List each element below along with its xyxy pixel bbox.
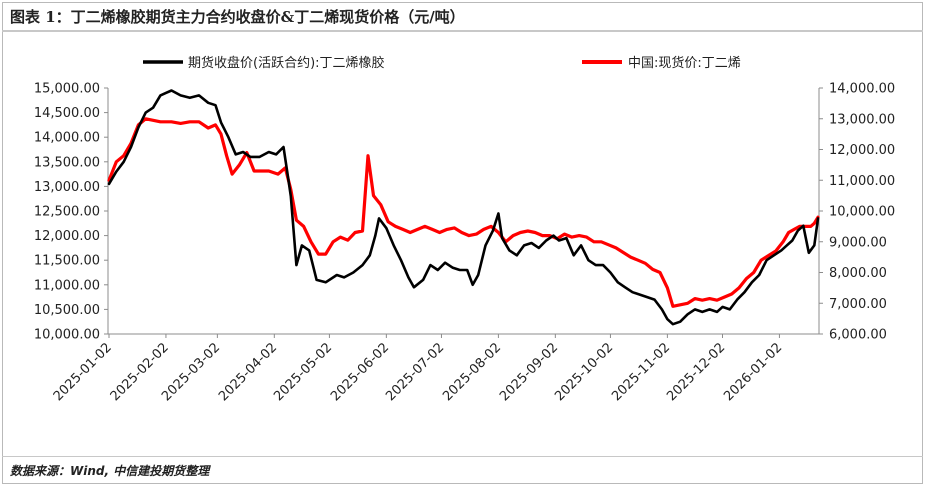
chart-title: 图表 1：丁二烯橡胶期货主力合约收盘价&丁二烯现货价格（元/吨） — [10, 8, 465, 26]
y-right-tick-label: 13,000.00 — [829, 112, 895, 127]
y-right-tick-label: 11,000.00 — [829, 174, 895, 189]
y-left-tick-label: 13,000.00 — [34, 180, 100, 195]
x-tick-label: 2025-07-02 — [383, 340, 447, 404]
x-tick-label: 2025-09-02 — [497, 340, 561, 404]
x-tick-label: 2025-04-02 — [216, 340, 280, 404]
y-right-tick-label: 7,000.00 — [829, 297, 887, 312]
x-tick-label: 2025-08-02 — [440, 340, 504, 404]
x-tick-label: 2026-01-02 — [721, 340, 785, 404]
y-left-tick-label: 14,500.00 — [34, 106, 100, 121]
x-tick-label: 2025-12-02 — [664, 340, 728, 404]
legend-label-spot: 中国:现货价:丁二烯 — [628, 55, 741, 71]
y-right-tick-label: 10,000.00 — [829, 205, 895, 220]
y-right-tick-label: 14,000.00 — [829, 82, 895, 97]
x-tick-label: 2025-05-02 — [271, 340, 335, 404]
y-left-tick-label: 11,500.00 — [34, 254, 100, 269]
y-right-tick-label: 6,000.00 — [829, 328, 887, 343]
y-left-tick-label: 13,500.00 — [34, 155, 100, 170]
y-right-tick-label: 12,000.00 — [829, 143, 895, 158]
series-line-futures — [107, 89, 820, 326]
x-tick-label: 2025-11-02 — [609, 340, 673, 404]
y-left-tick-label: 12,500.00 — [34, 205, 100, 220]
y-left-tick-label: 10,000.00 — [34, 328, 100, 343]
source-note: 数据来源：Wind, 中信建投期货整理 — [10, 464, 210, 478]
y-left-tick-label: 14,000.00 — [34, 131, 100, 146]
chart-legend: 期货收盘价(活跃合约):丁二烯橡胶 中国:现货价:丁二烯 — [143, 55, 741, 71]
y-right-tick-label: 8,000.00 — [829, 266, 887, 281]
title-divider — [2, 30, 923, 32]
x-tick-label: 2025-06-02 — [328, 340, 392, 404]
x-tick-label: 2025-01-02 — [51, 340, 115, 404]
x-tick-label: 2025-10-02 — [552, 340, 616, 404]
series-layer — [107, 89, 820, 326]
series-line-spot — [107, 117, 820, 308]
y-left-tick-label: 10,500.00 — [34, 303, 100, 318]
chart-axes: 10,000.00 10,500.00 11,000.00 11,500.00 12,0… — [34, 82, 895, 405]
y-left-tick-label: 12,000.00 — [34, 229, 100, 244]
y-left-tick-label: 11,000.00 — [34, 278, 100, 293]
legend-label-futures: 期货收盘价(活跃合约):丁二烯橡胶 — [188, 55, 385, 71]
footer-divider — [2, 456, 923, 457]
y-right-tick-label: 9,000.00 — [829, 235, 887, 250]
y-left-tick-label: 15,000.00 — [34, 82, 100, 97]
